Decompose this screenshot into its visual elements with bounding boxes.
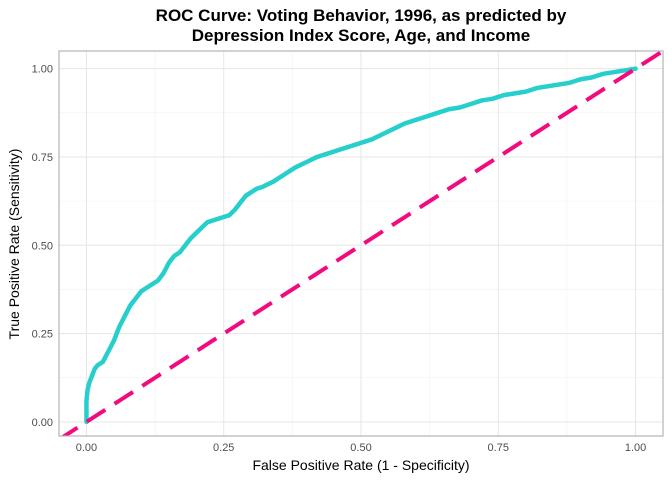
chart-title-line-2: Depression Index Score, Age, and Income <box>192 26 531 45</box>
tick-labels: 0.00 0.25 0.50 0.75 1.00 0.00 0.25 0.50 0.75 1.00 <box>32 64 647 454</box>
y-axis-title: True Positive Rate (Sensitivity) <box>6 149 22 340</box>
roc-curve-line <box>84 66 638 425</box>
x-tick-label-1: 0.25 <box>213 442 234 454</box>
y-tick-label-3: 0.75 <box>32 152 53 164</box>
x-tick-label-3: 0.75 <box>488 442 509 454</box>
x-tick-label-4: 1.00 <box>625 442 646 454</box>
chart-title-line-1: ROC Curve: Voting Behavior, 1996, as pre… <box>156 6 567 25</box>
x-tick-label-2: 0.50 <box>350 442 371 454</box>
y-tick-label-0: 0.00 <box>32 417 53 429</box>
grid <box>59 51 663 436</box>
panel-border <box>58 50 664 437</box>
series-layer <box>60 51 663 436</box>
reference-diagonal-line <box>60 51 663 436</box>
y-tick-label-4: 1.00 <box>32 64 53 76</box>
x-tick-label-0: 0.00 <box>76 442 97 454</box>
y-tick-label-2: 0.50 <box>32 240 53 252</box>
x-axis-title: False Positive Rate (1 - Specificity) <box>252 457 469 473</box>
y-tick-label-1: 0.25 <box>32 329 53 341</box>
